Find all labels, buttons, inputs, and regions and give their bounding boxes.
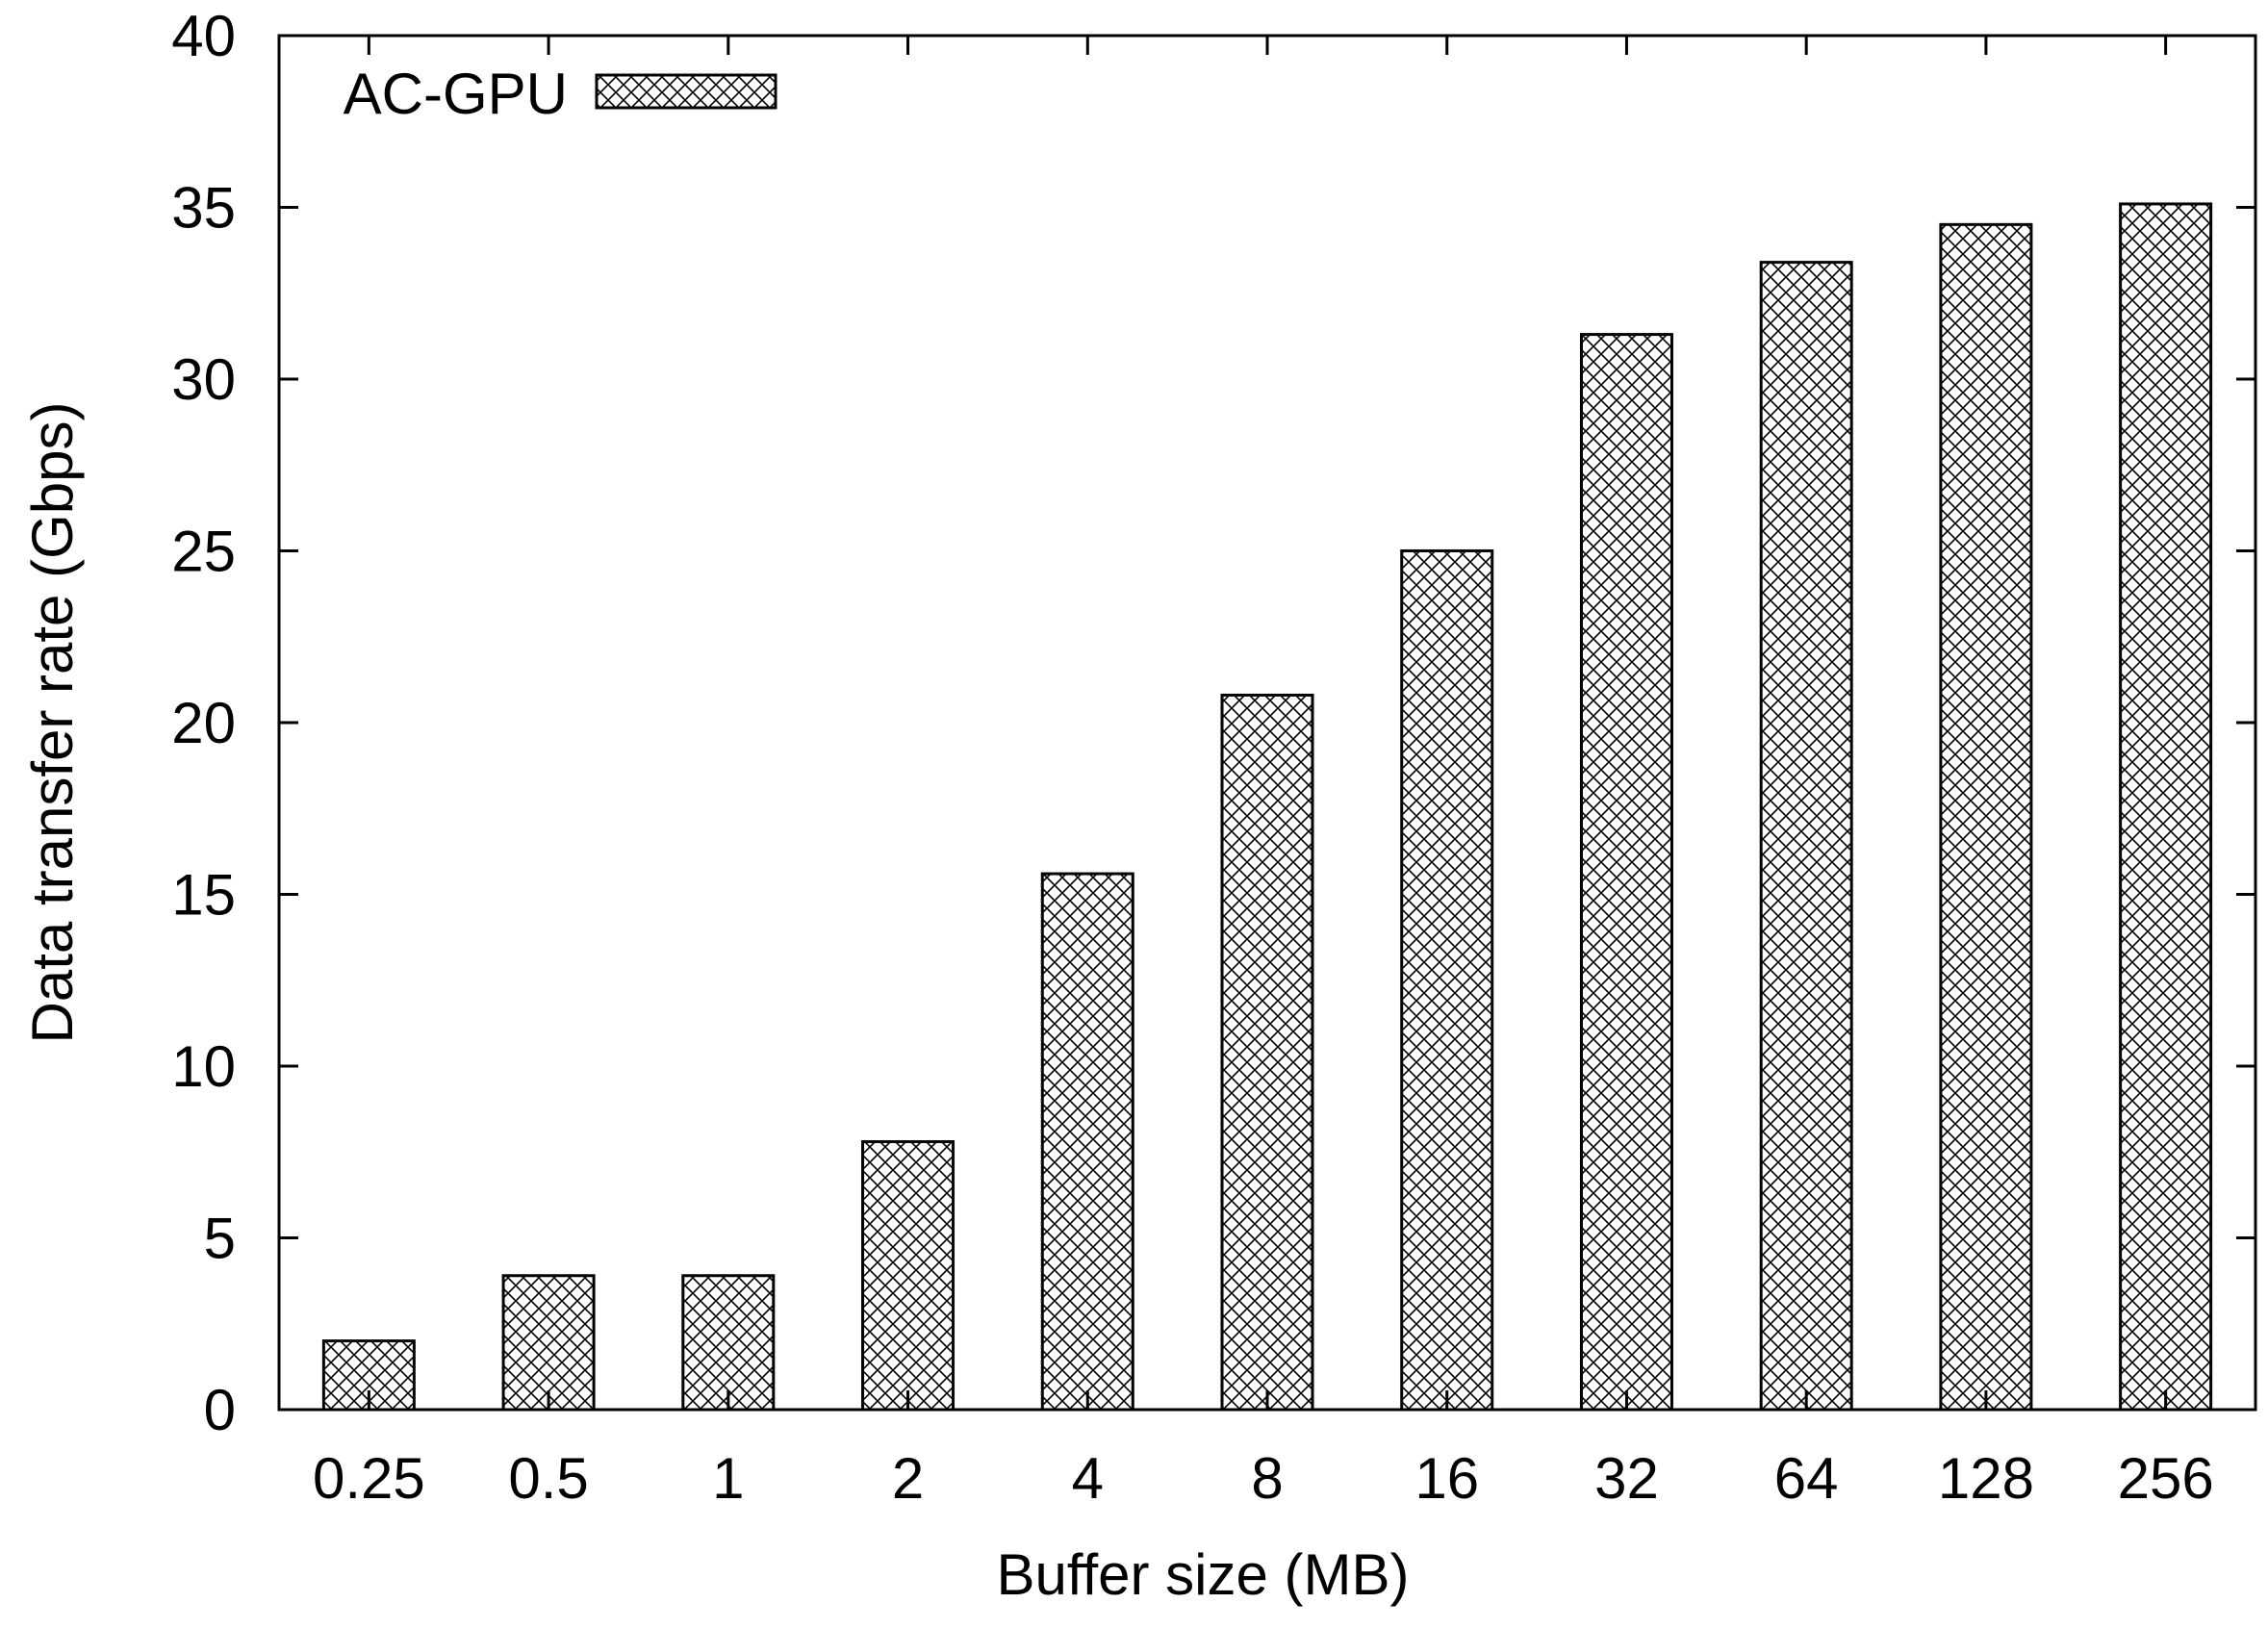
x-tick-label: 256 bbox=[2118, 1446, 2214, 1511]
legend-label-ac-gpu: AC-GPU bbox=[344, 62, 568, 126]
bar-16 bbox=[1400, 549, 1494, 1412]
bars-layer bbox=[321, 202, 2213, 1412]
bar-2 bbox=[861, 1140, 956, 1412]
y-axis-label: Data transfer rate (Gbps) bbox=[20, 402, 85, 1044]
y-tick-label: 20 bbox=[171, 691, 236, 755]
y-tick-label: 10 bbox=[171, 1034, 236, 1099]
bar-1 bbox=[681, 1274, 776, 1412]
x-axis-label: Buffer size (MB) bbox=[997, 1542, 1410, 1607]
x-tick-label: 128 bbox=[1938, 1446, 2034, 1511]
x-tick-label: 64 bbox=[1774, 1446, 1839, 1511]
bar-4 bbox=[1040, 872, 1134, 1412]
y-tick-label: 30 bbox=[171, 347, 236, 412]
y-tick-label: 40 bbox=[171, 4, 236, 68]
bar-0.5 bbox=[501, 1274, 596, 1412]
bar-128 bbox=[1939, 222, 2033, 1412]
bar-8 bbox=[1220, 693, 1314, 1412]
y-tick-label: 0 bbox=[204, 1378, 236, 1442]
y-tick-label: 5 bbox=[204, 1207, 236, 1271]
y-tick-label: 15 bbox=[171, 863, 236, 928]
x-tick-label: 1 bbox=[712, 1446, 744, 1511]
plot-frame bbox=[277, 34, 2257, 1412]
legend: AC-GPU bbox=[344, 62, 777, 126]
x-tick-label: 0.5 bbox=[508, 1446, 588, 1511]
bar-32 bbox=[1579, 333, 1673, 1412]
x-tick-label: 32 bbox=[1594, 1446, 1659, 1511]
bar-64 bbox=[1759, 261, 1853, 1412]
x-tick-label: 8 bbox=[1251, 1446, 1283, 1511]
x-tick-label: 2 bbox=[892, 1446, 924, 1511]
y-tick-label: 25 bbox=[171, 520, 236, 584]
x-tick-label: 16 bbox=[1414, 1446, 1479, 1511]
x-tick-label: 4 bbox=[1072, 1446, 1104, 1511]
legend-swatch-ac-gpu bbox=[595, 73, 777, 110]
x-tick-label: 0.25 bbox=[313, 1446, 425, 1511]
bar-256 bbox=[2119, 202, 2213, 1412]
x-tick-labels: 0.25 0.5 1 2 4 8 16 32 64 128 256 bbox=[313, 1446, 2214, 1511]
y-tick-labels: 0 5 10 15 20 25 30 35 40 bbox=[171, 4, 236, 1442]
y-tick-label: 35 bbox=[171, 176, 236, 241]
